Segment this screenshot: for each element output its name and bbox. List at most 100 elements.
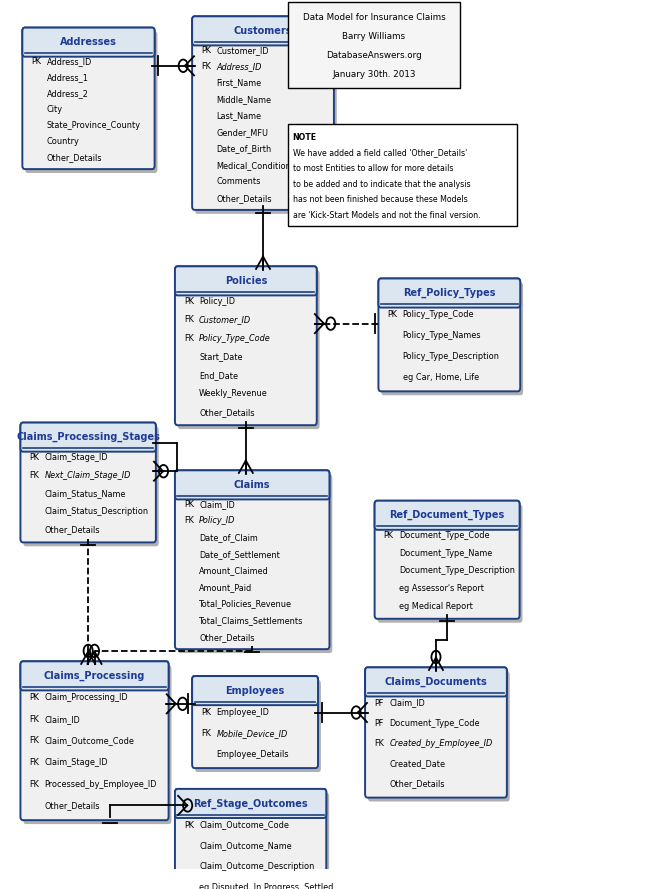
Text: January 30th. 2013: January 30th. 2013 <box>332 70 416 79</box>
Text: FK: FK <box>29 758 39 767</box>
Text: Policies: Policies <box>225 276 267 286</box>
Text: to most Entities to allow for more details: to most Entities to allow for more detai… <box>292 164 453 172</box>
FancyBboxPatch shape <box>374 501 519 530</box>
FancyBboxPatch shape <box>23 427 159 547</box>
Text: PK: PK <box>184 500 194 509</box>
Text: Addresses: Addresses <box>60 37 117 47</box>
Text: Employee_Details: Employee_Details <box>216 749 289 758</box>
Text: Customer_ID: Customer_ID <box>199 316 252 324</box>
Text: State_Province_County: State_Province_County <box>47 121 140 130</box>
Text: Weekly_Revenue: Weekly_Revenue <box>199 389 268 398</box>
Text: Total_Policies_Revenue: Total_Policies_Revenue <box>199 599 292 609</box>
Text: Claim_Stage_ID: Claim_Stage_ID <box>45 453 108 461</box>
Text: Claims: Claims <box>234 480 270 490</box>
FancyBboxPatch shape <box>378 505 523 622</box>
Text: Claims_Processing: Claims_Processing <box>44 670 145 681</box>
FancyBboxPatch shape <box>23 665 172 824</box>
Text: Policy_ID: Policy_ID <box>199 517 235 525</box>
FancyBboxPatch shape <box>25 31 157 173</box>
Text: eg Car, Home, Life: eg Car, Home, Life <box>402 372 478 382</box>
Text: Claim_Status_Description: Claim_Status_Description <box>45 508 149 517</box>
Text: PF: PF <box>374 719 383 728</box>
Text: Ref_Policy_Types: Ref_Policy_Types <box>403 288 495 298</box>
Text: Employee_ID: Employee_ID <box>216 708 269 717</box>
Text: DatabaseAnswers.org: DatabaseAnswers.org <box>326 51 422 60</box>
Text: Ref_Document_Types: Ref_Document_Types <box>389 510 505 520</box>
Text: Gender_MFU: Gender_MFU <box>216 128 268 137</box>
Text: Other_Details: Other_Details <box>47 153 102 162</box>
Text: FK: FK <box>201 62 211 71</box>
Text: Address_ID: Address_ID <box>47 57 92 66</box>
FancyBboxPatch shape <box>175 470 330 649</box>
FancyBboxPatch shape <box>22 28 155 169</box>
Text: Customers: Customers <box>234 26 292 36</box>
Text: Claim_ID: Claim_ID <box>45 715 81 724</box>
FancyBboxPatch shape <box>368 671 510 802</box>
Text: Address_ID: Address_ID <box>216 62 262 71</box>
FancyBboxPatch shape <box>175 470 330 500</box>
FancyBboxPatch shape <box>22 28 155 57</box>
FancyBboxPatch shape <box>365 668 507 696</box>
Text: We have added a field called 'Other_Details': We have added a field called 'Other_Deta… <box>292 148 467 157</box>
Text: Customer_ID: Customer_ID <box>216 45 269 54</box>
Text: PK: PK <box>29 453 40 461</box>
Text: FK: FK <box>184 517 194 525</box>
Text: Data Model for Insurance Claims: Data Model for Insurance Claims <box>303 12 445 22</box>
Text: FK: FK <box>29 780 39 789</box>
Text: City: City <box>47 105 62 114</box>
Text: NOTE: NOTE <box>292 132 317 141</box>
Text: Claim_Status_Name: Claim_Status_Name <box>45 489 126 498</box>
Text: Claim_Outcome_Code: Claim_Outcome_Code <box>45 736 135 746</box>
Text: First_Name: First_Name <box>216 78 261 87</box>
Text: Policy_Type_Code: Policy_Type_Code <box>199 333 271 343</box>
Text: are 'Kick-Start Models and not the final version.: are 'Kick-Start Models and not the final… <box>292 211 480 220</box>
Text: to be added and to indicate that the analysis: to be added and to indicate that the ana… <box>292 180 470 188</box>
Text: PK: PK <box>184 297 194 306</box>
Text: PK: PK <box>384 531 393 540</box>
Text: Document_Type_Code: Document_Type_Code <box>389 719 480 728</box>
Text: Other_Details: Other_Details <box>45 801 100 811</box>
Text: Claim_Outcome_Name: Claim_Outcome_Name <box>199 842 292 851</box>
Text: Policy_Type_Description: Policy_Type_Description <box>402 352 500 361</box>
Text: Amount_Paid: Amount_Paid <box>199 583 252 592</box>
FancyBboxPatch shape <box>382 283 523 396</box>
Text: Processed_by_Employee_ID: Processed_by_Employee_ID <box>45 780 157 789</box>
Text: Address_2: Address_2 <box>47 89 88 98</box>
Text: Amount_Claimed: Amount_Claimed <box>199 566 269 575</box>
Text: Claims_Processing_Stages: Claims_Processing_Stages <box>16 432 160 442</box>
Text: Claim_Outcome_Description: Claim_Outcome_Description <box>199 862 315 871</box>
Text: PF: PF <box>374 699 383 708</box>
FancyBboxPatch shape <box>378 278 520 391</box>
FancyBboxPatch shape <box>192 676 318 768</box>
Text: FK: FK <box>29 736 39 746</box>
Text: Other_Details: Other_Details <box>199 408 255 417</box>
Text: FK: FK <box>374 739 384 748</box>
Text: PK: PK <box>184 821 194 829</box>
Text: PK: PK <box>31 57 41 66</box>
Text: Other_Details: Other_Details <box>216 194 272 203</box>
Text: Claim_Processing_ID: Claim_Processing_ID <box>45 693 128 702</box>
Text: Comments: Comments <box>216 177 261 187</box>
Bar <box>288 124 517 227</box>
Text: FK: FK <box>29 715 39 724</box>
Text: Policy_Type_Names: Policy_Type_Names <box>402 331 481 340</box>
Text: PK: PK <box>201 708 211 717</box>
FancyBboxPatch shape <box>192 16 334 45</box>
Text: Other_Details: Other_Details <box>389 780 445 789</box>
Text: Document_Type_Code: Document_Type_Code <box>399 531 489 540</box>
Bar <box>288 3 460 87</box>
Text: Total_Claims_Settlements: Total_Claims_Settlements <box>199 616 304 625</box>
FancyBboxPatch shape <box>195 20 337 214</box>
Text: PK: PK <box>29 693 40 702</box>
FancyBboxPatch shape <box>20 422 156 542</box>
Text: Date_of_Claim: Date_of_Claim <box>199 533 258 542</box>
FancyBboxPatch shape <box>374 501 519 619</box>
FancyBboxPatch shape <box>20 422 156 452</box>
FancyBboxPatch shape <box>175 267 317 295</box>
FancyBboxPatch shape <box>178 793 329 889</box>
FancyBboxPatch shape <box>365 668 507 797</box>
Text: Other_Details: Other_Details <box>45 525 100 534</box>
FancyBboxPatch shape <box>378 278 520 308</box>
Text: Start_Date: Start_Date <box>199 352 242 361</box>
Text: Last_Name: Last_Name <box>216 111 261 120</box>
